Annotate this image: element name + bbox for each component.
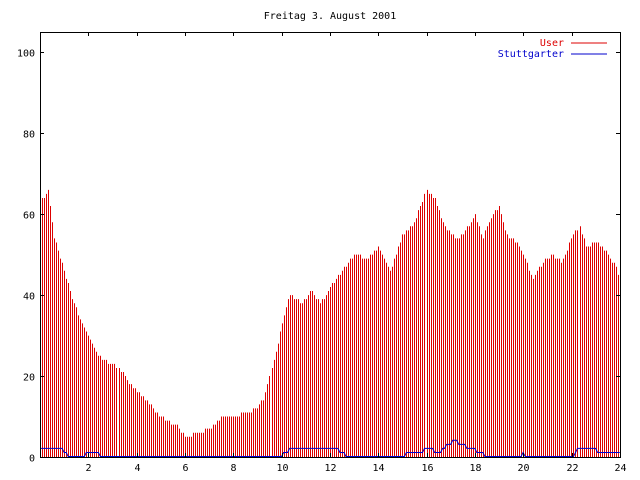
x-tick-label-24: 24 bbox=[614, 463, 626, 474]
y-tick-label-40: 40 bbox=[23, 292, 35, 303]
y-axis: 0 20 40 60 80 100 bbox=[17, 49, 620, 465]
x-tick-label-12: 12 bbox=[324, 463, 336, 474]
series-line-stuttgarter bbox=[40, 439, 620, 457]
y-tick-label-20: 20 bbox=[23, 373, 35, 384]
x-tick-label-6: 6 bbox=[182, 463, 188, 474]
legend-label-user: User bbox=[540, 38, 564, 49]
y-tick-label-0: 0 bbox=[29, 454, 35, 465]
y-tick-label-100: 100 bbox=[17, 49, 35, 60]
x-tick-label-10: 10 bbox=[276, 463, 288, 474]
x-tick-label-14: 14 bbox=[372, 463, 384, 474]
y-tick-label-80: 80 bbox=[23, 130, 35, 141]
x-tick-label-20: 20 bbox=[517, 463, 529, 474]
x-tick-label-2: 2 bbox=[85, 463, 91, 474]
x-tick-label-18: 18 bbox=[469, 463, 481, 474]
x-axis: 2 4 6 8 10 12 14 16 18 20 22 24 bbox=[85, 32, 627, 474]
x-tick-label-22: 22 bbox=[566, 463, 578, 474]
legend: User Stuttgarter bbox=[498, 38, 607, 60]
x-tick-label-16: 16 bbox=[421, 463, 433, 474]
y-tick-label-60: 60 bbox=[23, 211, 35, 222]
legend-label-stuttgarter: Stuttgarter bbox=[498, 49, 564, 60]
x-tick-label-8: 8 bbox=[230, 463, 236, 474]
user-bars bbox=[40, 189, 621, 457]
x-tick-label-4: 4 bbox=[134, 463, 140, 474]
chart-title: Freitag 3. August 2001 bbox=[264, 11, 396, 22]
